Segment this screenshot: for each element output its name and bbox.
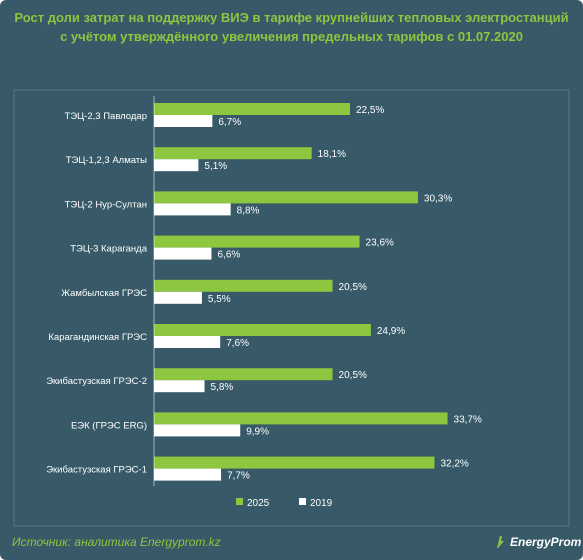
energyprom-logo: EnergyProm (493, 535, 581, 549)
data-label-2019: 6,7% (218, 117, 241, 128)
bar-2025 (154, 412, 448, 425)
bar-2019 (154, 468, 222, 481)
legend-swatch-2025 (236, 498, 243, 505)
data-label-2025: 32,2% (440, 459, 468, 470)
bar-2019 (154, 424, 241, 437)
data-label-2025: 20,5% (339, 282, 367, 293)
bar-2019 (154, 247, 212, 260)
data-label-2025: 30,3% (424, 193, 452, 204)
data-label-2019: 7,6% (226, 338, 249, 349)
bar-2025 (154, 279, 333, 292)
data-label-2019: 5,8% (211, 382, 234, 393)
logo-icon (497, 536, 504, 548)
data-label-2025: 23,6% (366, 238, 394, 249)
legend-label-2019: 2019 (310, 498, 333, 509)
chart-title-line-2: с учётом утверждённого увеличения предел… (60, 29, 523, 44)
data-label-2025: 22,5% (356, 105, 384, 116)
logo-text: EnergyProm (510, 535, 582, 549)
chart-title-line-1: Рост доли затрат на поддержку ВИЭ в тари… (14, 10, 569, 25)
bar-2019 (154, 159, 199, 172)
legend-swatch-2019 (299, 498, 306, 505)
category-label: ТЭЦ-2 Нур-Султан (65, 199, 147, 210)
chart-title: Рост доли затрат на поддержку ВИЭ в тари… (0, 8, 583, 46)
data-label-2019: 5,5% (208, 294, 231, 305)
category-label: Жамбылская ГРЭС (61, 288, 147, 299)
category-label: Экибастузская ГРЭС-1 (46, 465, 147, 476)
plot-area-border (13, 89, 570, 527)
bar-2025 (154, 324, 371, 336)
bar-2025 (154, 103, 350, 115)
data-label-2025: 24,9% (377, 326, 405, 337)
bar-2025 (154, 368, 333, 381)
data-label-2019: 7,7% (227, 471, 250, 482)
bar-2019 (154, 380, 205, 393)
data-label-2019: 6,6% (217, 250, 240, 261)
data-label-2025: 33,7% (454, 414, 482, 425)
category-label: ТЭЦ-2,3 Павлодар (65, 111, 147, 122)
category-label: ТЭЦ-1,2,3 Алматы (66, 155, 147, 166)
source-note: Источник: аналитика Energyprom.kz (12, 535, 221, 549)
category-label: Экибастузская ГРЭС-2 (46, 376, 147, 387)
data-label-2019: 9,9% (246, 426, 269, 437)
bar-2019 (154, 115, 213, 127)
bar-2019 (154, 203, 231, 216)
bar-2025 (154, 235, 360, 248)
data-label-2025: 18,1% (318, 149, 346, 160)
bar-2019 (154, 336, 221, 348)
bar-2025 (154, 191, 418, 204)
category-label: ЕЭК (ГРЭС ERG) (71, 420, 147, 431)
data-label-2019: 5,1% (204, 161, 227, 172)
data-label-2019: 8,8% (237, 205, 260, 216)
bar-2025 (154, 147, 312, 160)
category-label: ТЭЦ-3 Караганда (70, 244, 147, 255)
bar-2025 (154, 456, 435, 469)
legend-label-2025: 2025 (247, 498, 270, 509)
bar-2019 (154, 291, 202, 304)
category-label: Карагандинская ГРЭС (48, 332, 147, 343)
data-label-2025: 20,5% (339, 370, 367, 381)
